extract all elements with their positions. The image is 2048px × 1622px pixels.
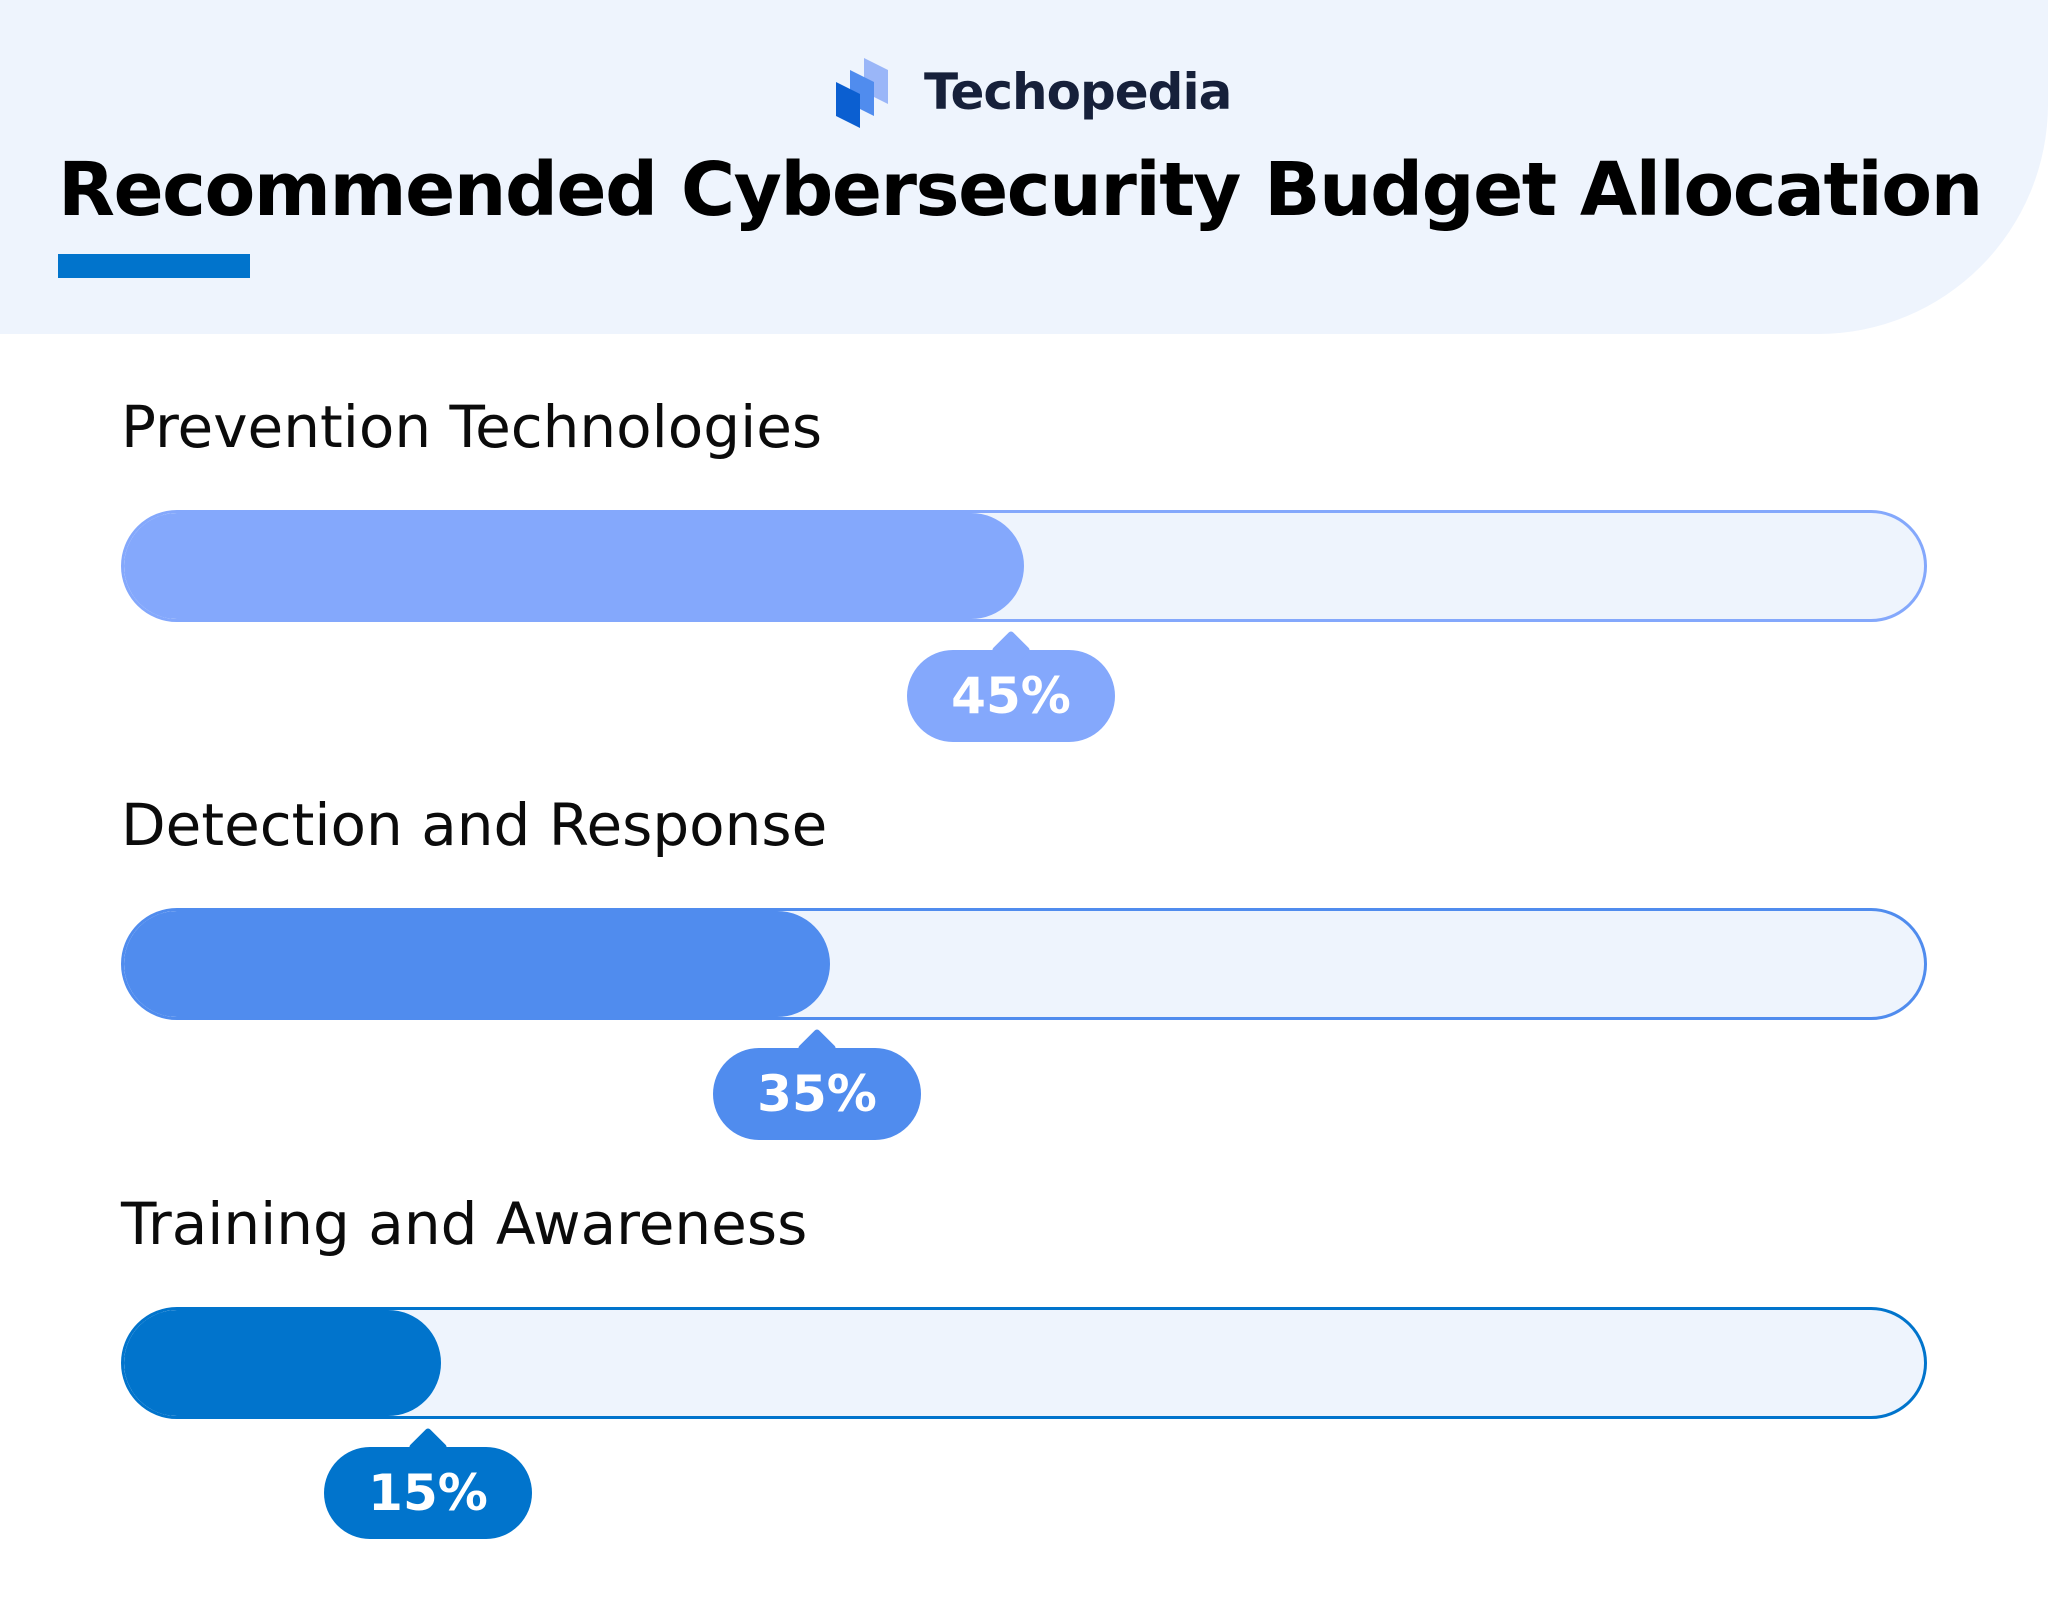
pointer-icon — [797, 1028, 837, 1068]
bar-label: Detection and Response — [121, 791, 828, 859]
chart-title: Recommended Cybersecurity Budget Allocat… — [58, 147, 1983, 233]
brand-name: Techopedia — [924, 63, 1232, 121]
value-label: 15% — [324, 1427, 532, 1539]
pointer-icon — [991, 630, 1031, 670]
header-banner — [0, 0, 2048, 334]
bar-label: Prevention Technologies — [121, 393, 823, 461]
value-label: 45% — [907, 630, 1115, 742]
pointer-icon — [408, 1427, 448, 1467]
bar-track — [121, 1307, 1927, 1419]
bar-track — [121, 510, 1927, 622]
bar-track — [121, 908, 1927, 1020]
value-label-text: 15% — [368, 1464, 488, 1522]
bar-label: Training and Awareness — [121, 1190, 808, 1258]
bar — [124, 513, 1024, 619]
title-underline — [58, 254, 250, 278]
value-label-text: 35% — [757, 1065, 877, 1123]
brand: Techopedia — [828, 52, 1232, 132]
bar — [124, 1310, 441, 1416]
bar — [124, 911, 830, 1017]
techopedia-logo-icon — [836, 58, 888, 128]
value-label: 35% — [713, 1028, 921, 1140]
value-label-text: 45% — [951, 667, 1071, 725]
